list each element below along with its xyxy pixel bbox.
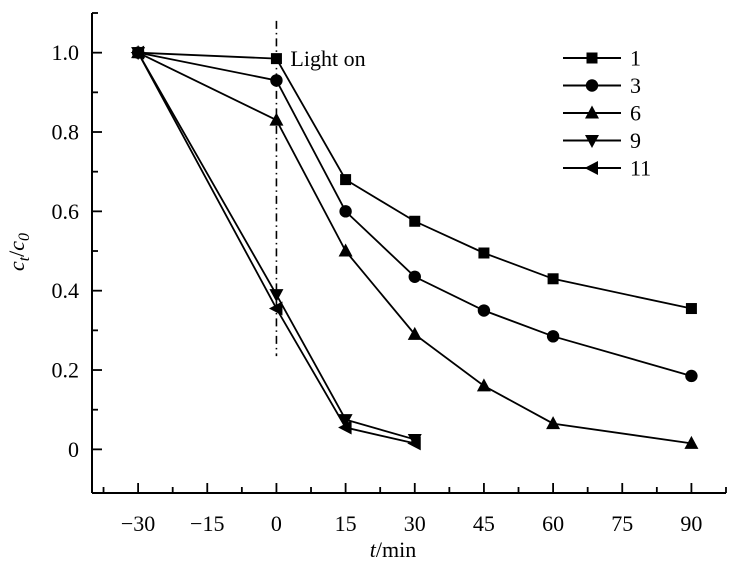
series-6-line <box>137 51 692 445</box>
light-on-label: Light on <box>290 46 365 71</box>
legend-entry-3: 3 <box>563 73 641 98</box>
series-9-marker <box>338 414 353 428</box>
series-3-marker <box>408 270 421 284</box>
series-6-marker <box>684 435 699 449</box>
series-9-marker <box>269 289 284 303</box>
series-6-marker <box>407 326 422 340</box>
x-tick-label: 75 <box>611 511 633 536</box>
series-1-marker <box>547 273 559 285</box>
series-9-line <box>137 52 416 441</box>
x-tick-label: 30 <box>404 511 426 536</box>
legend-marker-9 <box>585 135 599 148</box>
y-axis-title: ct/c0 <box>4 233 33 271</box>
series-1-line <box>138 51 692 310</box>
x-tick-label: −15 <box>190 511 224 536</box>
x-tick-label: 60 <box>542 511 564 536</box>
series-6-marker <box>476 378 491 392</box>
tick-labels: −30 −15 0 15 30 45 60 75 90 0 0.2 0.4 0.6 0.8 1.0 <box>52 40 703 536</box>
x-tick-label: 0 <box>271 511 282 536</box>
series-1-marker <box>685 303 697 315</box>
x-tick-label: −30 <box>121 511 155 536</box>
series-6 <box>131 45 699 449</box>
series-6-marker <box>546 416 561 430</box>
series-11-marker <box>130 45 145 60</box>
x-tick-label: 90 <box>680 511 702 536</box>
y-tick-label: 0.4 <box>52 278 80 303</box>
x-tick-label: 45 <box>473 511 495 536</box>
series-3-marker <box>477 304 491 317</box>
legend-marker-1 <box>586 52 598 64</box>
legend-entry-6: 6 <box>563 101 641 126</box>
series-1-marker <box>340 174 352 186</box>
series-3-marker <box>546 330 560 343</box>
y-tick-label: 0.2 <box>52 358 80 383</box>
series-9 <box>131 47 422 447</box>
series-6-marker <box>269 112 284 126</box>
series-11-marker <box>407 436 421 451</box>
light-on-annotation: Light on <box>275 20 366 357</box>
legend-entry-1: 1 <box>563 46 641 71</box>
series-11 <box>130 45 421 451</box>
series-3-marker <box>339 205 352 218</box>
series-11-marker <box>268 301 283 316</box>
y-tick-label: 1.0 <box>52 40 80 65</box>
series-3-marker <box>270 74 283 87</box>
x-tick-label: 15 <box>335 511 357 536</box>
legend-label-9: 9 <box>630 128 641 153</box>
x-axis-title: t/min <box>370 537 416 562</box>
series-6-marker <box>338 243 353 257</box>
axis-ticks <box>92 12 727 493</box>
legend-label-3: 3 <box>630 73 641 98</box>
series-11-line <box>137 52 415 445</box>
legend-marker-11 <box>584 161 598 175</box>
legend-label-1: 1 <box>630 46 641 71</box>
series-1-marker <box>409 215 421 227</box>
legend-label-6: 6 <box>630 101 641 126</box>
legend-marker-6 <box>585 105 599 119</box>
series-3-marker <box>685 369 698 383</box>
series-1-marker <box>270 53 282 65</box>
legend-label-11: 11 <box>630 156 651 181</box>
legend-entry-9: 9 <box>563 128 641 153</box>
legend-marker-3 <box>585 79 599 92</box>
legend: 13 69 11 <box>563 46 651 181</box>
y-tick-label: 0 <box>68 437 79 462</box>
y-tick-label: 0.8 <box>52 120 80 145</box>
series-1-marker <box>478 247 490 259</box>
y-tick-label: 0.6 <box>52 199 80 224</box>
legend-entry-11: 11 <box>563 156 651 181</box>
series-11-marker <box>338 420 352 435</box>
